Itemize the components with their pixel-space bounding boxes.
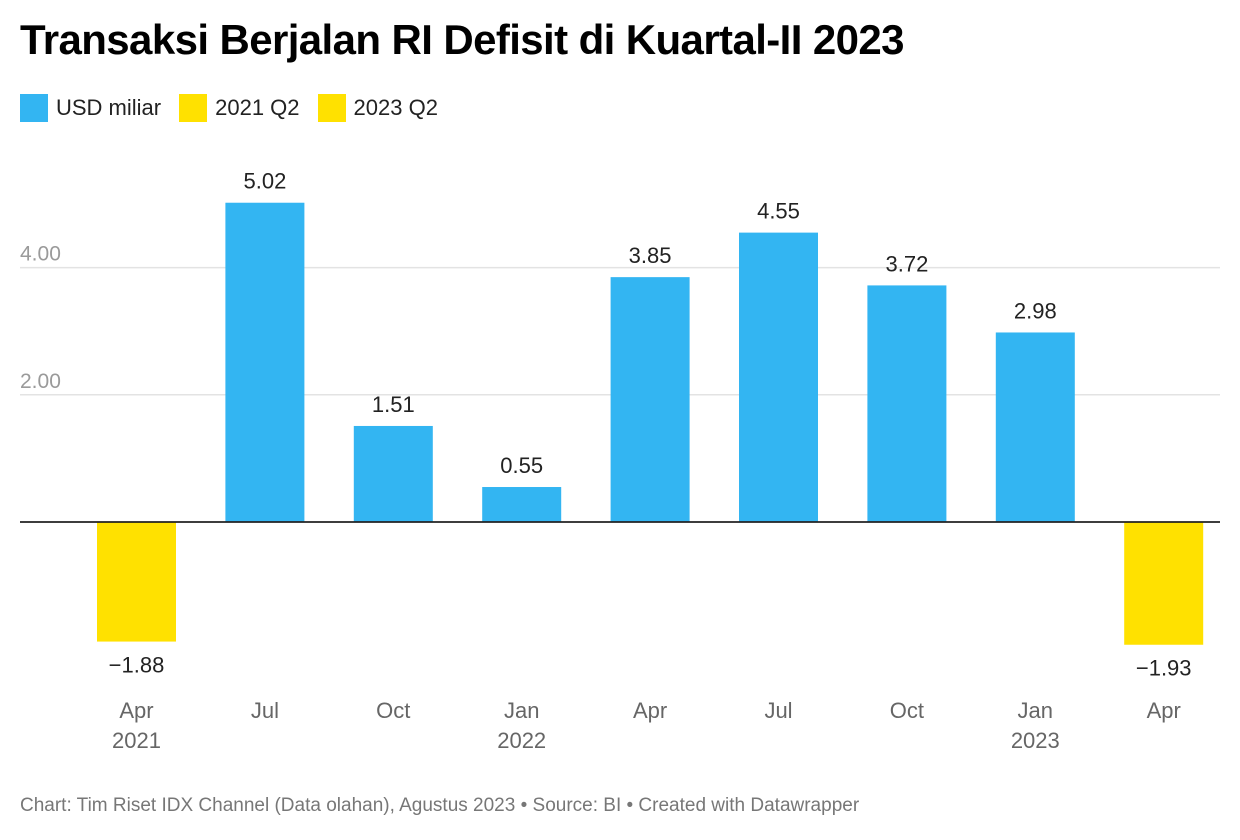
- bar: [867, 285, 947, 522]
- x-tick-label: Apr: [633, 698, 667, 723]
- bar-value-label: 0.55: [500, 453, 543, 478]
- bar: [353, 425, 433, 522]
- bar-value-label: 5.02: [243, 169, 286, 194]
- x-tick-year-label: 2022: [497, 728, 546, 753]
- x-tick-label: Apr: [1147, 698, 1181, 723]
- legend-item-usd: USD miliar: [20, 94, 161, 122]
- bar: [482, 487, 562, 522]
- x-tick-label: Apr: [119, 698, 153, 723]
- x-tick-year-label: 2021: [112, 728, 161, 753]
- y-tick-label: 2.00: [20, 370, 61, 393]
- bar: [97, 522, 176, 642]
- bar: [739, 232, 818, 522]
- x-tick-label: Jan: [504, 698, 539, 723]
- bar-value-label: 4.55: [757, 199, 800, 224]
- bar-value-label: 3.72: [885, 251, 928, 276]
- chart-title: Transaksi Berjalan RI Defisit di Kuartal…: [20, 16, 905, 63]
- bar-chart: 2.00 4.00 −1.88 5.02 1.51 0.55 3.85 4.55 3.72 2.9…: [20, 169, 1220, 753]
- x-tick-year-label: 2023: [1011, 728, 1060, 753]
- bar: [995, 332, 1075, 522]
- x-tick-label: Jul: [251, 698, 279, 723]
- bar: [1124, 522, 1204, 645]
- bar-value-label: −1.88: [109, 653, 165, 678]
- legend-swatch-usd: [20, 94, 48, 122]
- legend-swatch-2023q2: [317, 94, 346, 122]
- x-tick-label: Jan: [1018, 698, 1053, 723]
- legend: USD miliar 2021 Q2 2023 Q2: [20, 94, 438, 122]
- bar-value-label: −1.93: [1136, 656, 1192, 681]
- legend-label-usd: USD miliar: [56, 95, 162, 120]
- chart-footer: Chart: Tim Riset IDX Channel (Data olaha…: [20, 795, 860, 816]
- legend-label-2021q2: 2021 Q2: [215, 95, 300, 120]
- legend-item-2021q2: 2021 Q2: [179, 94, 300, 122]
- legend-swatch-2021q2: [179, 94, 208, 122]
- legend-label-2023q2: 2023 Q2: [353, 95, 438, 120]
- legend-item-2023q2: 2023 Q2: [317, 94, 438, 122]
- y-tick-label: 4.00: [20, 243, 61, 266]
- x-tick-label: Oct: [376, 698, 410, 723]
- bar-value-label: 3.85: [629, 243, 672, 268]
- bar-value-label: 2.98: [1014, 298, 1057, 323]
- bar: [225, 202, 305, 522]
- x-tick-label: Jul: [764, 698, 792, 723]
- bar: [610, 277, 690, 522]
- bar-value-label: 1.51: [372, 392, 415, 417]
- x-tick-label: Oct: [890, 698, 924, 723]
